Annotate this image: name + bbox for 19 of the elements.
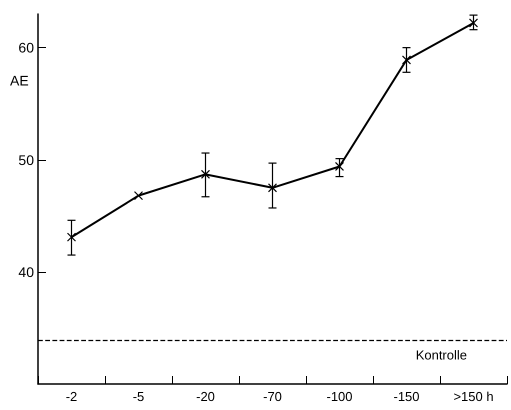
x-tick-label: -100: [326, 389, 353, 404]
y-tick-label: 50: [18, 152, 34, 168]
x-tick-label: -2: [66, 389, 78, 404]
x-tick-label: -150: [393, 389, 420, 404]
point: [268, 183, 278, 192]
y-axis-title: AE: [10, 72, 29, 88]
x-tick-label: -5: [132, 389, 144, 404]
point: [334, 162, 344, 172]
y-tick-label: 40: [18, 264, 34, 280]
point: [66, 232, 76, 242]
point: [402, 55, 412, 65]
x-tick-label: -70: [263, 389, 282, 404]
ref-line-label: Kontrolle: [416, 347, 467, 362]
point: [200, 170, 210, 179]
x-tick-label: -20: [196, 389, 215, 404]
point: [468, 18, 478, 28]
point: [134, 191, 144, 200]
y-tick-label: 60: [18, 40, 34, 56]
x-tick-label: >150 h: [453, 389, 494, 404]
